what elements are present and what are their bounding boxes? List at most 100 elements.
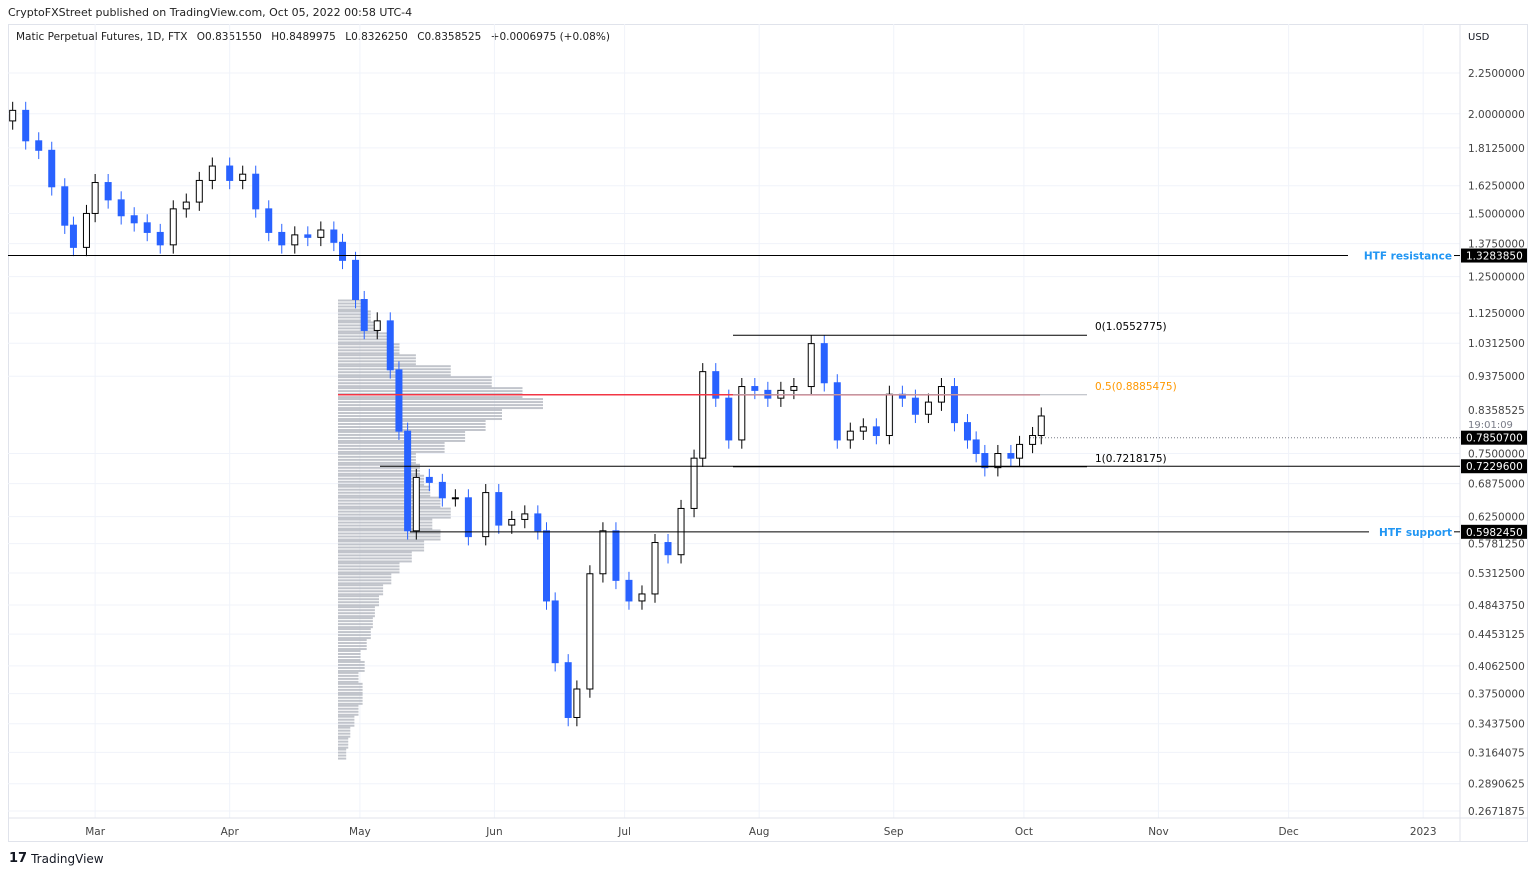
candle-up: [373, 320, 381, 331]
candle-down: [48, 149, 56, 188]
volume-profile-bar: [338, 524, 433, 527]
time-tick-label: Oct: [1015, 826, 1033, 838]
volume-profile-bar: [338, 532, 441, 535]
candle-up: [699, 371, 707, 459]
candle-down: [69, 224, 77, 248]
volume-profile-bar: [338, 483, 425, 486]
candle-down: [104, 182, 112, 201]
candle-down: [963, 422, 971, 441]
volume-profile-bar: [338, 477, 425, 480]
volume-profile-bar: [338, 371, 451, 374]
volume-profile-bar: [338, 677, 359, 680]
volume-profile-bar: [338, 529, 441, 532]
volume-profile-bar: [338, 740, 349, 743]
fib-level-label: 0.5(0.8885475): [1095, 381, 1177, 393]
price-tick-label: 1.2500000: [1468, 272, 1525, 284]
volume-profile-bar: [338, 441, 445, 444]
volume-profile-bar: [338, 404, 543, 407]
price-tick-label: 0.5312500: [1468, 568, 1525, 580]
price-tick-label: 0.4062500: [1468, 661, 1525, 673]
candle-up: [599, 530, 607, 575]
volume-profile-bar: [338, 593, 384, 596]
candle-down: [438, 481, 446, 499]
volume-profile-bar: [338, 466, 420, 469]
volume-profile-bar: [338, 308, 363, 311]
volume-profile-bar: [338, 757, 347, 760]
volume-profile-bar: [338, 343, 400, 346]
volume-profile-bar: [338, 682, 363, 685]
volume-profile-bar: [338, 707, 359, 710]
volume-profile-bar: [338, 639, 367, 642]
volume-profile-bar: [338, 669, 365, 672]
volume-profile-bar: [338, 557, 412, 560]
chart-frame[interactable]: [8, 24, 1528, 842]
candle-down: [612, 530, 620, 581]
candle-down: [981, 453, 989, 469]
candle-down: [625, 579, 633, 602]
price-tick-label: 1.5000000: [1468, 208, 1525, 220]
price-tick-label: 2.0000000: [1468, 109, 1525, 121]
candle-up: [846, 430, 854, 441]
volume-profile-bar: [338, 335, 390, 338]
time-tick-label: Nov: [1148, 826, 1169, 838]
candle-up: [182, 201, 190, 210]
time-tick-label: Sep: [884, 826, 904, 838]
volume-profile-bar: [338, 631, 371, 634]
candle-up: [195, 179, 203, 203]
volume-profile-bar: [338, 663, 365, 666]
volume-profile-bar: [338, 560, 412, 563]
candle-up: [91, 182, 99, 214]
candle-down: [130, 215, 138, 224]
volume-profile-bar: [338, 645, 367, 648]
volume-profile-bar: [338, 332, 390, 335]
line-label: HTF resistance: [1364, 251, 1452, 263]
price-tick-label: 0.2671875: [1468, 806, 1525, 818]
volume-profile-bar: [338, 642, 367, 645]
volume-profile-bar: [338, 463, 420, 466]
volume-profile-bar: [338, 480, 425, 483]
volume-profile-bar: [338, 587, 384, 590]
candle-down: [543, 530, 550, 602]
price-tick-label: 0.3437500: [1468, 719, 1525, 731]
volume-profile-bar: [338, 655, 361, 658]
candle-up: [807, 343, 815, 388]
candle-up: [451, 497, 459, 500]
volume-profile-bar: [338, 735, 351, 738]
volume-profile-bar: [338, 513, 451, 516]
published-note: CryptoFXStreet published on TradingView.…: [8, 6, 413, 19]
volume-profile-bar: [338, 419, 486, 422]
volume-profile-bar: [338, 324, 379, 327]
volume-profile-bar: [338, 582, 392, 585]
volume-profile-bar: [338, 485, 431, 488]
volume-profile-bar: [338, 648, 367, 651]
volume-profile-bar: [338, 598, 379, 601]
candle-down: [950, 386, 958, 424]
candle-down: [22, 109, 30, 142]
volume-profile-bar: [338, 352, 400, 355]
volume-profile-bar: [338, 620, 373, 623]
volume-profile-bar: [338, 721, 355, 724]
volume-profile-bar: [338, 584, 384, 587]
price-label: 0.5982450: [1466, 527, 1523, 539]
brand-name: TradingView: [31, 851, 104, 866]
volume-profile-bar: [338, 634, 371, 637]
candle-down: [972, 439, 980, 455]
volume-profile-bar: [338, 562, 400, 565]
price-tick-label: 2.2500000: [1468, 68, 1525, 80]
volume-profile-bar: [338, 398, 543, 401]
volume-profile-bar: [338, 472, 420, 475]
volume-profile-bar: [338, 365, 451, 368]
price-tick-label: 0.7500000: [1468, 449, 1525, 461]
volume-profile-bar: [338, 341, 390, 344]
volume-profile-bar: [338, 702, 363, 705]
tradingview-logo[interactable]: 17 TradingView: [9, 851, 104, 866]
volume-profile-bar: [338, 316, 371, 319]
candle-up: [586, 573, 594, 690]
volume-profile-bar: [338, 527, 433, 530]
change-value: +0.0006975 (+0.08%): [490, 31, 610, 43]
volume-profile-bar: [338, 568, 400, 571]
volume-profile-bar: [338, 447, 445, 450]
low-value: L0.8326250: [345, 31, 408, 43]
volume-profile-bar: [338, 310, 371, 313]
